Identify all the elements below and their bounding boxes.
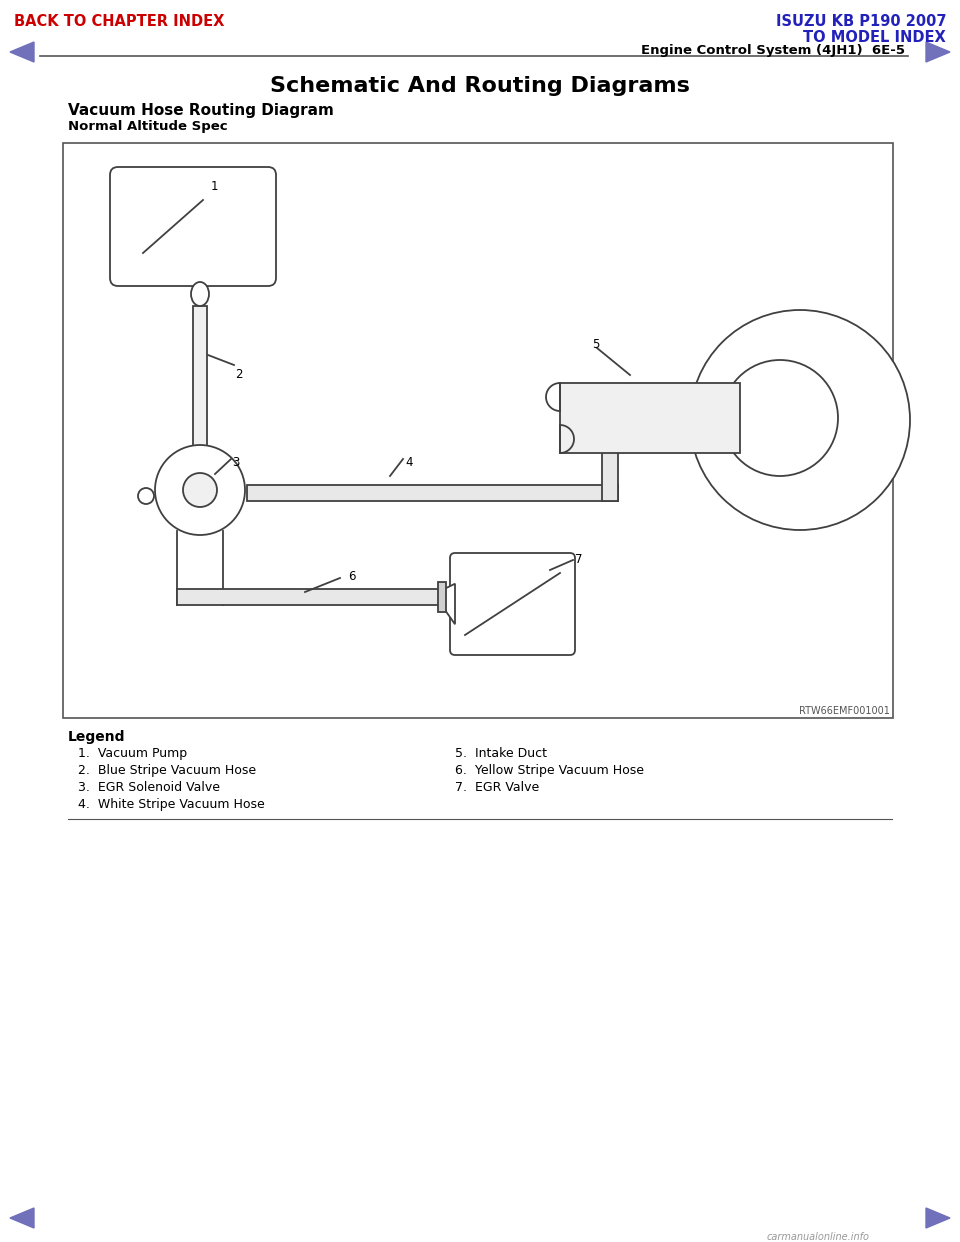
Circle shape bbox=[138, 488, 154, 504]
Text: RTW66EMF001001: RTW66EMF001001 bbox=[799, 705, 890, 715]
Text: 4.  White Stripe Vacuum Hose: 4. White Stripe Vacuum Hose bbox=[78, 799, 265, 811]
Circle shape bbox=[183, 473, 217, 507]
Text: 6: 6 bbox=[348, 570, 355, 582]
Text: 2: 2 bbox=[235, 368, 243, 381]
Text: 1.  Vacuum Pump: 1. Vacuum Pump bbox=[78, 746, 187, 760]
Text: TO MODEL INDEX: TO MODEL INDEX bbox=[804, 30, 946, 45]
Text: 7: 7 bbox=[575, 553, 583, 566]
Ellipse shape bbox=[191, 282, 209, 306]
Bar bbox=[602, 430, 618, 501]
Bar bbox=[177, 589, 440, 605]
Circle shape bbox=[722, 360, 838, 476]
FancyBboxPatch shape bbox=[110, 166, 276, 286]
Text: 2.  Blue Stripe Vacuum Hose: 2. Blue Stripe Vacuum Hose bbox=[78, 764, 256, 777]
Text: Normal Altitude Spec: Normal Altitude Spec bbox=[68, 120, 228, 133]
Polygon shape bbox=[10, 42, 34, 62]
Text: 6.  Yellow Stripe Vacuum Hose: 6. Yellow Stripe Vacuum Hose bbox=[455, 764, 644, 777]
Text: Schematic And Routing Diagrams: Schematic And Routing Diagrams bbox=[270, 76, 690, 96]
Bar bbox=[438, 582, 446, 612]
Text: 7.  EGR Valve: 7. EGR Valve bbox=[455, 781, 540, 794]
Bar bbox=[247, 484, 618, 501]
Polygon shape bbox=[440, 584, 455, 625]
Text: 3.  EGR Solenoid Valve: 3. EGR Solenoid Valve bbox=[78, 781, 220, 794]
Polygon shape bbox=[926, 1208, 950, 1228]
Polygon shape bbox=[926, 42, 950, 62]
Text: 3: 3 bbox=[232, 456, 239, 469]
FancyBboxPatch shape bbox=[450, 553, 575, 655]
Text: BACK TO CHAPTER INDEX: BACK TO CHAPTER INDEX bbox=[14, 14, 225, 29]
Bar bbox=[193, 306, 207, 455]
Circle shape bbox=[155, 445, 245, 535]
Text: 5.  Intake Duct: 5. Intake Duct bbox=[455, 746, 547, 760]
Bar bbox=[560, 383, 740, 453]
Text: 5: 5 bbox=[592, 338, 599, 351]
Text: ISUZU KB P190 2007: ISUZU KB P190 2007 bbox=[776, 14, 946, 29]
Text: Legend: Legend bbox=[68, 730, 126, 744]
Text: Engine Control System (4JH1)  6E-5: Engine Control System (4JH1) 6E-5 bbox=[641, 43, 905, 57]
Bar bbox=[63, 143, 893, 718]
Text: carmanualonline.info: carmanualonline.info bbox=[767, 1232, 870, 1242]
Text: Vacuum Hose Routing Diagram: Vacuum Hose Routing Diagram bbox=[68, 103, 334, 118]
Circle shape bbox=[690, 310, 910, 530]
Text: 4: 4 bbox=[405, 456, 413, 469]
Polygon shape bbox=[10, 1208, 34, 1228]
Text: 1: 1 bbox=[211, 180, 219, 193]
